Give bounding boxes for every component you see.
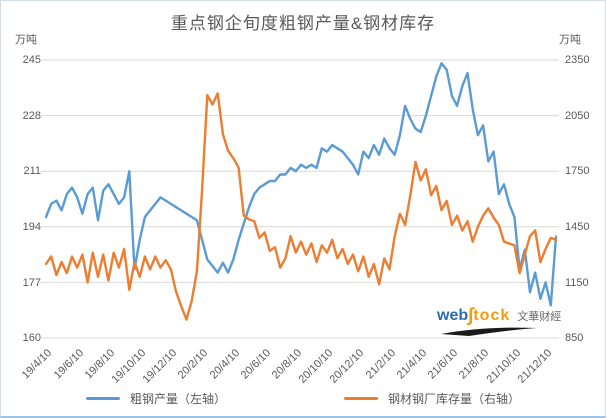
legend-item-inventory: 钢材钢厂库存量（右轴） [344, 390, 520, 407]
right-axis-tick: 2350 [565, 54, 590, 66]
left-axis-tick: 160 [22, 332, 41, 344]
production-legend-marker [85, 397, 120, 400]
right-axis-tick: 1150 [565, 277, 589, 289]
watermark-web-text: web [437, 307, 469, 324]
left-axis-tick: 228 [22, 110, 41, 122]
left-axis-tick: 245 [22, 54, 41, 66]
left-axis-tick: 194 [22, 221, 41, 233]
inventory-line-series [44, 92, 558, 321]
watermark-tock-text: tock [473, 307, 511, 324]
inventory-legend-marker [344, 397, 378, 400]
production-legend-label: 粗钢产量（左轴） [129, 392, 226, 406]
right-axis-tick: 1450 [565, 221, 590, 233]
right-axis-tick: 850 [565, 332, 584, 344]
watermark-swoosh [441, 327, 537, 336]
watermark-cn-text: 文華财經 [517, 311, 562, 323]
webstock-watermark: web∫tock 文華财經 [437, 304, 561, 326]
chart-title: 重点钢企旬度粗钢产量&钢材库存 [170, 14, 436, 33]
left-axis-tick: 211 [23, 165, 41, 177]
inventory-legend-label: 钢材钢厂库存量（右轴） [388, 392, 521, 406]
chart-legend: 粗钢产量（左轴） 钢材钢厂库存量（右轴） [1, 390, 605, 407]
left-axis-tick: 177 [22, 277, 41, 289]
right-axis-unit: 万吨 [559, 34, 581, 46]
production-line-series [44, 62, 558, 307]
right-axis-tick: 1750 [565, 165, 590, 177]
left-axis-unit: 万吨 [15, 34, 37, 46]
legend-item-production: 粗钢产量（左轴） [85, 390, 226, 407]
watermark-integral-glyph: ∫ [468, 305, 474, 326]
right-axis-tick: 2050 [565, 110, 590, 122]
